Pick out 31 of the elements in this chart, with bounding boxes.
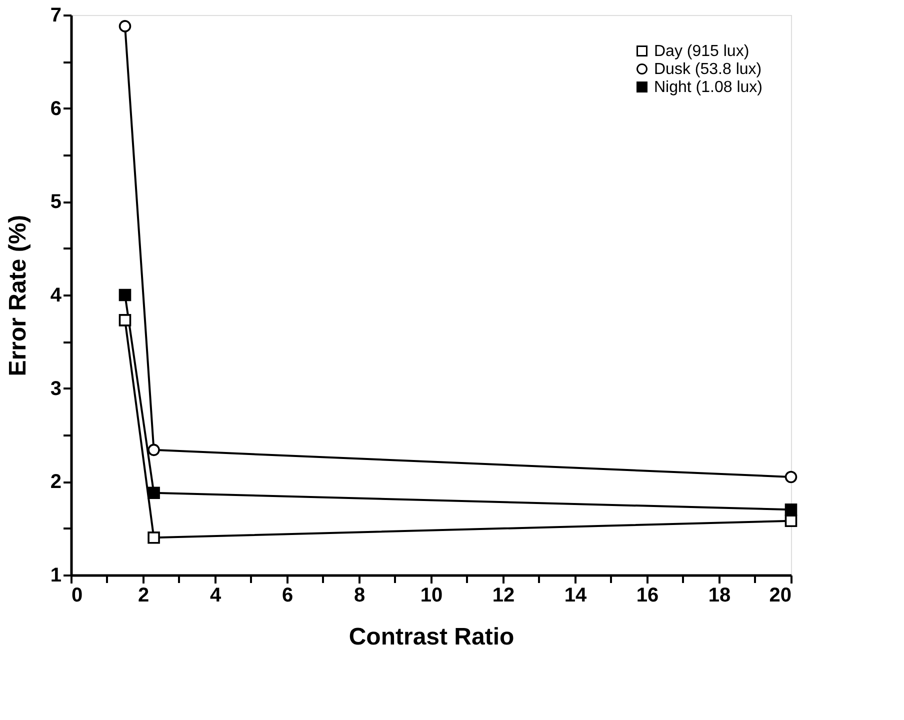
x-tick-label: 6 [282,584,294,606]
point [784,504,798,516]
point [784,470,798,484]
x-tick-label: 18 [708,584,731,606]
x-tick-label: 8 [354,584,366,606]
point [118,314,132,326]
x-tick-label: 12 [492,584,515,606]
legend-label: Night (1.08 lux) [654,79,762,96]
y-tick-label: 7 [50,4,62,26]
x-tick-label: 2 [138,584,150,606]
x-tick-label: 4 [210,584,222,606]
legend-label: Day (915 lux) [654,43,750,60]
x-axis-title: Contrast Ratio [348,624,514,650]
x-tick-label: 20 [769,584,792,606]
x-tick-label: 16 [636,584,659,606]
point [148,532,160,544]
y-tick-label: 1 [50,564,62,586]
y-tick-label: 6 [50,98,62,120]
point [118,20,132,32]
point [148,486,160,500]
y-tick-label: 3 [50,378,62,400]
y-tick-label: 2 [50,471,62,494]
x-tick-label: 14 [564,584,588,606]
x-tick-label: 10 [420,584,443,606]
y-axis-title: Error Rate (%) [4,214,32,376]
point [148,444,160,456]
y-tick-label: 4 [50,284,62,306]
x-tick-label: 0 [72,584,83,606]
y-tick-label: 5 [50,191,62,214]
point [118,288,132,302]
legend-label: Dusk (53.8 lux) [654,61,762,78]
